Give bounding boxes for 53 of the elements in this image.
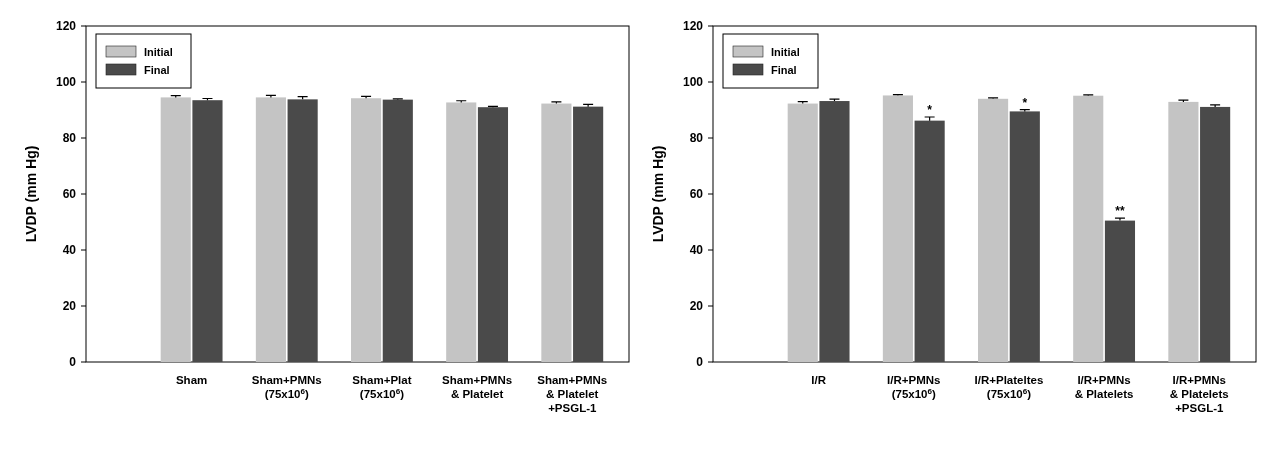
bar	[1073, 95, 1104, 362]
annotation: *	[927, 103, 933, 117]
y-tick-label: 40	[62, 243, 77, 258]
bar	[541, 103, 572, 362]
bar	[1104, 220, 1136, 362]
bar	[160, 97, 191, 362]
bar	[573, 106, 604, 362]
bar	[255, 97, 286, 362]
bar	[192, 100, 223, 362]
y-tick-label: 80	[689, 131, 704, 146]
bar	[787, 103, 818, 362]
x-tick-label: I/R+PMNs & Platelets +PSGL-1	[1169, 374, 1229, 414]
y-tick-label: 20	[62, 299, 77, 314]
y-tick-label: 40	[689, 243, 704, 258]
bar	[1009, 111, 1040, 362]
y-tick-label: 0	[696, 355, 704, 370]
y-tick-label: 120	[682, 19, 704, 34]
bar	[1168, 101, 1199, 362]
y-tick-label: 60	[62, 187, 77, 202]
x-tick-label: I/R	[811, 374, 827, 386]
bar	[978, 98, 1009, 362]
x-tick-label: I/R+PMNs & Platelets	[1074, 374, 1134, 400]
x-tick-label: Sham+PMNs & Platelet	[442, 374, 513, 400]
bar	[882, 95, 913, 362]
y-tick-label: 100	[682, 75, 704, 90]
x-tick-label: Sham+Plat (75x10$^{6}$)	[352, 374, 412, 400]
legend-label: Final	[771, 63, 797, 76]
legend-label: Initial	[144, 45, 173, 58]
x-tick-label: I/R+PMNs (75x10$^{6}$)	[887, 374, 941, 400]
x-tick-label: I/R+Plateltes (75x10$^{6}$)	[974, 374, 1044, 400]
annotation: **	[1115, 204, 1125, 219]
annotation: *	[1022, 95, 1028, 110]
y-tick-label: 60	[689, 187, 704, 202]
bar	[351, 98, 382, 362]
bar	[1200, 106, 1231, 362]
y-tick-label: 0	[69, 355, 77, 370]
bar	[477, 107, 509, 362]
bar	[819, 101, 850, 362]
y-tick-label: 80	[62, 131, 77, 146]
bar	[914, 120, 945, 362]
y-axis-title: LVDP (mm Hg)	[650, 145, 666, 243]
x-tick-label: Sham+PMNs & Platelet +PSGL-1	[537, 374, 608, 414]
y-tick-label: 100	[55, 75, 77, 90]
y-tick-label: 120	[55, 19, 77, 34]
bar	[446, 102, 477, 362]
bar	[382, 99, 413, 362]
legend-label: Final	[144, 63, 170, 76]
bar	[287, 99, 318, 362]
x-tick-label: Sham	[175, 374, 208, 386]
y-axis-title: LVDP (mm Hg)	[23, 145, 39, 243]
x-tick-label: Sham+PMNs (75x10$^{6}$)	[251, 374, 322, 400]
y-tick-label: 20	[689, 299, 704, 314]
legend-label: Initial	[771, 45, 800, 58]
